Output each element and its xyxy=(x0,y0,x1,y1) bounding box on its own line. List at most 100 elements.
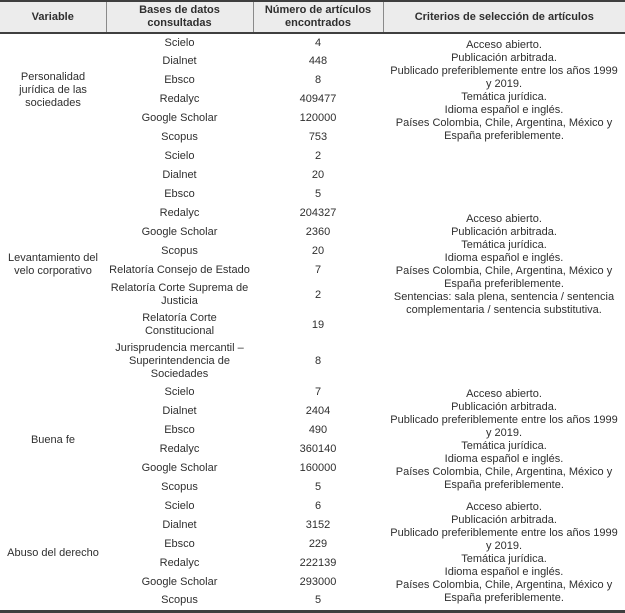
criterion-line: Acceso abierto. xyxy=(466,213,542,225)
table-row: Levantamiento del velo corporativo Scielo… xyxy=(0,147,625,316)
table-row: Relatoría Corte Constitucional 19 xyxy=(0,310,625,340)
table-row: Jurisprudencia mercantil – Superintenden… xyxy=(0,340,625,383)
database-cell: Redalyc xyxy=(159,207,200,219)
article-count-cell: 409477 xyxy=(299,93,337,105)
criterion-line: Publicado preferiblemente entre los años… xyxy=(390,414,618,439)
database-cell: Relatoría Corte Constitucional xyxy=(142,312,217,337)
criterion-line: Países Colombia, Chile, Argentina, Méxic… xyxy=(395,265,613,290)
database-cell: Scielo xyxy=(164,36,195,49)
criterion-line: Acceso abierto. xyxy=(466,388,542,400)
database-cell: Ebsco xyxy=(164,74,195,86)
table-row: Dialnet 3152 xyxy=(0,516,625,535)
table-body: Personalidad jurídica de las sociedades S… xyxy=(0,33,625,611)
database-cell: Dialnet xyxy=(162,169,197,181)
col-header-article-count: Número de artículos encontrados xyxy=(252,1,383,34)
database-cell: Redalyc xyxy=(159,557,200,569)
database-cell: Relatoría Corte Suprema de Justicia xyxy=(110,282,249,307)
article-count-cell: 5 xyxy=(314,481,322,493)
database-cell: Scopus xyxy=(161,245,198,257)
criterion-line: Idioma español e inglés. xyxy=(444,566,564,579)
article-count-cell: 5 xyxy=(314,594,322,607)
article-count-cell: 360140 xyxy=(299,443,337,455)
table-row: Redalyc 222139 xyxy=(0,554,625,573)
database-cell: Scielo xyxy=(164,386,195,398)
database-cell: Dialnet xyxy=(162,55,197,67)
table-row: Redalyc 204327 xyxy=(0,204,625,223)
article-count-cell: 19 xyxy=(311,318,325,331)
database-cell: Redalyc xyxy=(159,93,200,105)
article-count-cell: 448 xyxy=(308,55,328,67)
table-row: Google Scholar 2360 xyxy=(0,223,625,242)
database-cell: Redalyc xyxy=(159,443,200,455)
table-row: Ebsco 229 xyxy=(0,535,625,554)
criterion-line: Temática jurídica. xyxy=(461,553,547,566)
criterion-line: Publicación arbitrada. xyxy=(451,51,557,64)
criterion-line: Publicación arbitrada. xyxy=(451,401,557,413)
table-row: Buena fe Scielo 7 Acceso abierto. Publicació… xyxy=(0,383,625,491)
table-row: Redalyc 360140 xyxy=(0,440,625,459)
article-count-cell: 222139 xyxy=(299,557,337,569)
article-count-cell: 8 xyxy=(314,74,322,86)
table-row: Relatoría Consejo de Estado 7 xyxy=(0,261,625,280)
criterion-line: Temática jurídica. xyxy=(461,239,547,251)
table-row: Google Scholar 120000 xyxy=(0,109,625,128)
article-count-cell: 8 xyxy=(314,355,322,367)
article-count-cell: 3152 xyxy=(305,519,331,531)
database-cell: Ebsco xyxy=(164,424,195,436)
variable-cell: Personalidad jurídica de las sociedades xyxy=(19,71,87,109)
article-count-cell: 229 xyxy=(308,538,328,550)
criterion-line: Sentencias: sala plena, sentencia / sent… xyxy=(393,291,615,316)
table-row: Ebsco 5 xyxy=(0,185,625,204)
table-row: Scopus 753 xyxy=(0,128,625,147)
col-header-criteria: Criterios de selección de artículos xyxy=(382,1,625,34)
col-header-databases: Bases de datos consultadas xyxy=(105,1,253,34)
article-count-cell: 160000 xyxy=(299,462,337,474)
criterion-line: Temática jurídica. xyxy=(461,90,547,103)
table-header: Variable Bases de datos consultadas Núme… xyxy=(0,1,625,34)
table-row: Abuso del derecho Scielo 6 Acceso abierto. P… xyxy=(0,497,625,604)
database-cell: Relatoría Consejo de Estado xyxy=(109,264,250,276)
database-cell: Ebsco xyxy=(164,188,195,200)
table-row: Redalyc 409477 xyxy=(0,90,625,109)
criterion-line: Publicado preferiblemente entre los años… xyxy=(390,527,618,553)
article-count-cell: 20 xyxy=(311,245,325,257)
criterion-line: Acceso abierto. xyxy=(466,501,542,514)
criterion-line: Publicado preferiblemente entre los años… xyxy=(390,64,618,90)
database-cell: Scopus xyxy=(161,594,198,607)
table-row: Dialnet 20 xyxy=(0,166,625,185)
table-row: Google Scholar 160000 xyxy=(0,459,625,478)
article-count-cell: 4 xyxy=(314,36,322,49)
article-count-cell: 753 xyxy=(308,131,328,143)
article-count-cell: 2 xyxy=(314,150,322,162)
article-count-cell: 120000 xyxy=(299,112,337,124)
criteria-cell: Acceso abierto. Publicación arbitrada. Pub… xyxy=(383,383,625,497)
database-cell: Google Scholar xyxy=(141,576,218,588)
variable-cell: Buena fe xyxy=(30,433,76,446)
table-row: Ebsco 490 xyxy=(0,421,625,440)
article-count-cell: 2404 xyxy=(305,405,331,417)
database-cell: Scopus xyxy=(161,131,198,143)
criterion-line: Idioma español e inglés. xyxy=(444,103,564,116)
database-cell: Dialnet xyxy=(162,405,197,417)
database-cell: Ebsco xyxy=(164,538,195,550)
database-cell: Google Scholar xyxy=(141,112,218,124)
variable-cell: Abuso del derecho xyxy=(7,546,99,559)
article-count-cell: 490 xyxy=(308,424,328,436)
article-count-cell: 2360 xyxy=(305,226,331,238)
table-row: Dialnet 2404 xyxy=(0,402,625,421)
article-count-cell: 5 xyxy=(314,188,322,200)
criteria-cell: Acceso abierto. Publicación arbitrada. Pub… xyxy=(383,33,625,147)
database-cell: Jurisprudencia mercantil – Superintenden… xyxy=(115,342,244,380)
database-cell: Scopus xyxy=(161,481,198,493)
database-cell: Scielo xyxy=(164,150,195,162)
article-count-cell: 6 xyxy=(314,500,322,512)
table-row: Scopus 5 xyxy=(0,478,625,497)
criterion-line: Idioma español e inglés. xyxy=(444,453,564,465)
article-count-cell: 7 xyxy=(314,264,322,276)
criterion-line: Acceso abierto. xyxy=(466,38,542,51)
article-count-cell: 7 xyxy=(314,386,322,398)
criterion-line: Países Colombia, Chile, Argentina, Méxic… xyxy=(395,116,613,142)
table-row: Google Scholar 293000 xyxy=(0,573,625,592)
criterion-line: Temática jurídica. xyxy=(461,440,547,452)
